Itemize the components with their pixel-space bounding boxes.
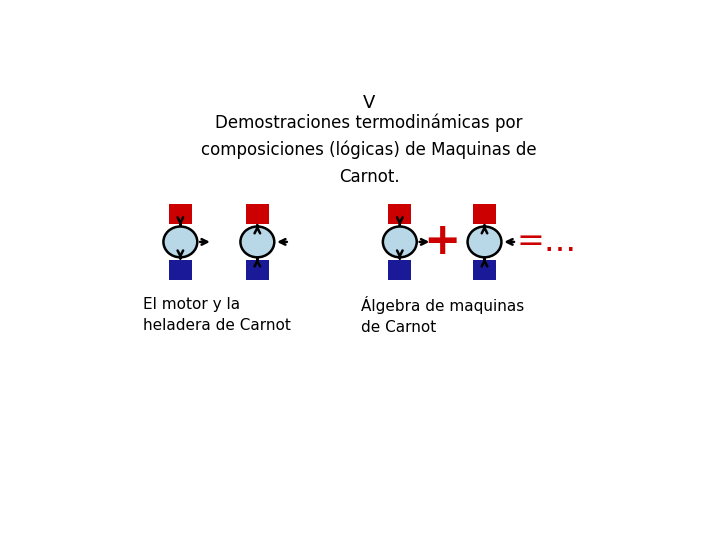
Ellipse shape: [240, 226, 274, 257]
Text: El motor y la
heladera de Carnot: El motor y la heladera de Carnot: [143, 297, 292, 333]
Bar: [168, 204, 192, 224]
Ellipse shape: [383, 226, 417, 257]
Bar: [388, 260, 411, 280]
Ellipse shape: [467, 226, 501, 257]
Bar: [246, 260, 269, 280]
Text: =...: =...: [516, 225, 576, 259]
Text: V: V: [363, 94, 375, 112]
Bar: [473, 260, 496, 280]
Bar: [246, 204, 269, 224]
Text: +: +: [423, 220, 461, 264]
Bar: [168, 260, 192, 280]
Ellipse shape: [163, 226, 197, 257]
Text: Demostraciones termodinámicas por
composiciones (lógicas) de Maquinas de
Carnot.: Demostraciones termodinámicas por compos…: [201, 113, 537, 186]
Bar: [388, 204, 411, 224]
Bar: [473, 204, 496, 224]
Text: Álgebra de maquinas
de Carnot: Álgebra de maquinas de Carnot: [361, 295, 523, 335]
